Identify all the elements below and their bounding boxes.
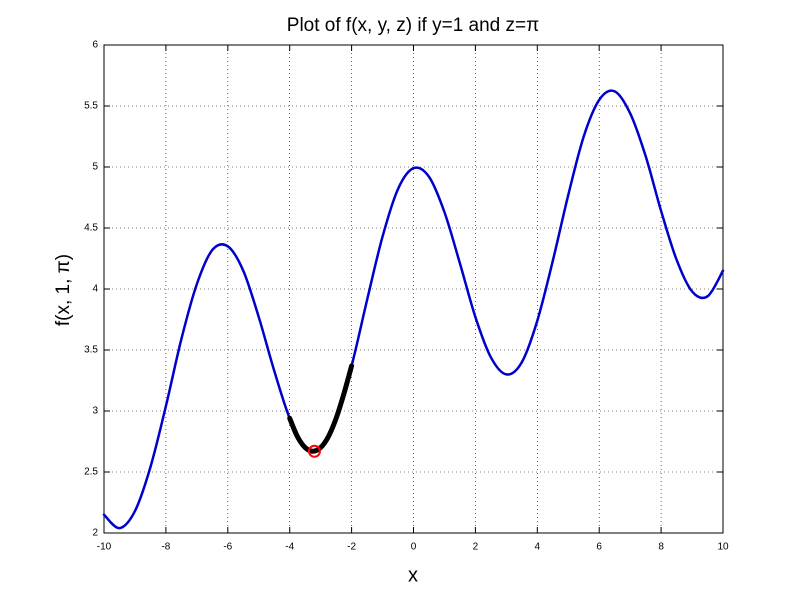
x-tick-label: -8 <box>161 542 170 553</box>
plot-frame <box>103 44 724 534</box>
x-tick-label: -10 <box>97 542 112 553</box>
data-line <box>102 89 725 530</box>
y-tick-label: 3.5 <box>84 345 98 356</box>
x-tick-label: -4 <box>285 542 294 553</box>
x-tick-label: 4 <box>535 542 541 553</box>
x-tick-label: 6 <box>596 542 602 553</box>
x-tick-label: 8 <box>658 542 664 553</box>
y-tick-label: 4 <box>92 284 98 295</box>
chart-title: Plot of f(x, y, z) if y=1 and z=π <box>287 15 539 36</box>
y-tick-label: 2 <box>92 528 98 539</box>
x-tick-label: 10 <box>717 542 729 553</box>
data-line <box>287 363 355 454</box>
y-tick-label: 3 <box>92 406 98 417</box>
y-tick-label: 5.5 <box>84 101 98 112</box>
marker <box>307 444 321 458</box>
x-axis-label: x <box>408 564 418 586</box>
x-tick-label: 0 <box>411 542 417 553</box>
x-tick-label: 2 <box>473 542 479 553</box>
y-tick-label: 2.5 <box>84 467 98 478</box>
y-tick-label: 6 <box>92 40 98 51</box>
y-tick-label: 5 <box>92 162 98 173</box>
y-axis-label: f(x, 1, π) <box>53 254 74 326</box>
x-tick-label: -2 <box>347 542 356 553</box>
x-tick-label: -6 <box>223 542 232 553</box>
y-tick-label: 4.5 <box>84 223 98 234</box>
